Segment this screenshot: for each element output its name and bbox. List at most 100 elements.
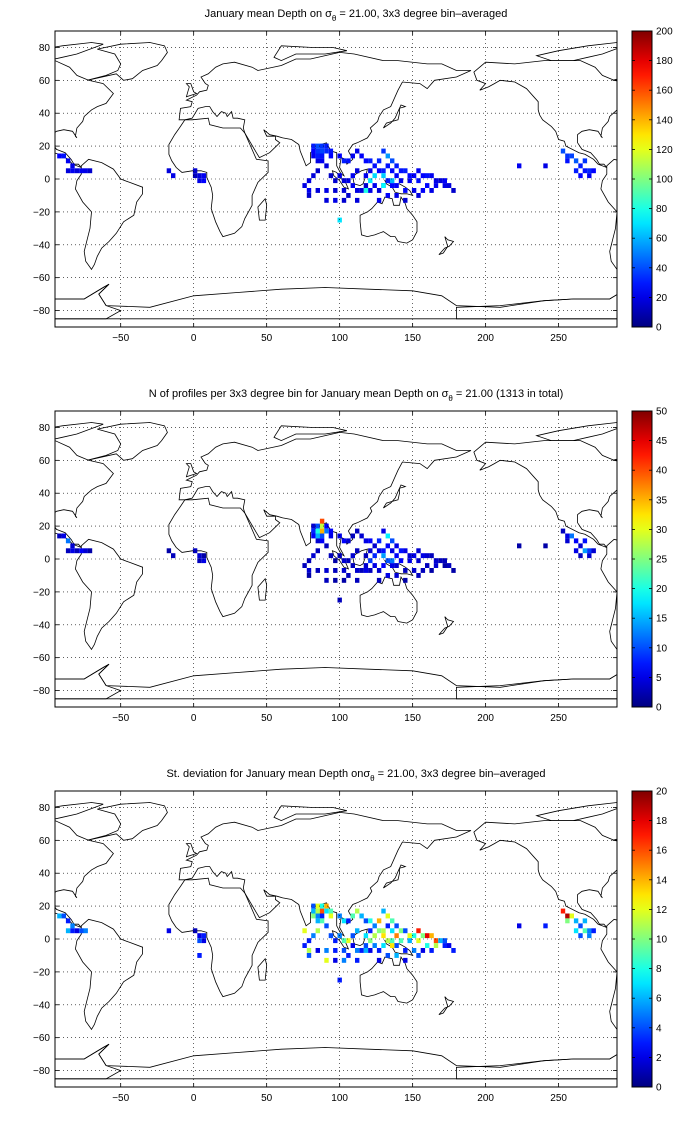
data-bin (385, 558, 390, 564)
data-bin (201, 938, 207, 944)
data-bin (433, 183, 439, 188)
data-bin (166, 168, 172, 174)
data-bin (433, 558, 439, 564)
data-bin (61, 153, 66, 159)
data-bin (425, 173, 430, 179)
data-bin (65, 538, 71, 544)
data-bin (363, 188, 369, 193)
data-bin (328, 533, 334, 539)
x-tick-label: −50 (112, 1093, 129, 1104)
data-bin (394, 183, 399, 188)
coastline (185, 463, 198, 478)
colorbar-tick-label: 20 (656, 293, 668, 304)
data-bin (376, 948, 382, 953)
data-bin (319, 523, 325, 529)
data-bin (390, 538, 395, 544)
data-bin (376, 957, 382, 963)
data-bin (355, 168, 360, 174)
data-bin (355, 957, 360, 963)
data-bin (315, 533, 320, 539)
data-bin (573, 548, 579, 554)
data-bin (517, 923, 522, 929)
x-tick-label: 50 (261, 1093, 273, 1104)
data-bin (333, 948, 338, 953)
data-bin (403, 548, 408, 554)
x-tick-label: 250 (550, 333, 567, 344)
y-tick-label: −40 (33, 240, 50, 251)
data-bin (70, 928, 75, 934)
data-bin (311, 533, 316, 539)
data-bin (74, 548, 80, 554)
data-bin (560, 908, 566, 914)
coastline (257, 197, 268, 221)
data-bin (79, 548, 84, 554)
data-bin (319, 158, 325, 164)
data-bin (381, 183, 386, 188)
data-bin (394, 193, 399, 198)
data-bin (587, 548, 592, 554)
data-bin (407, 933, 412, 939)
data-bin (385, 953, 390, 958)
data-bin (315, 158, 320, 164)
coastline (273, 425, 347, 442)
data-bin (333, 577, 338, 583)
coastline (257, 577, 268, 601)
data-bin (385, 533, 390, 539)
data-bin (543, 543, 548, 549)
data-bin (315, 538, 320, 544)
coastline (74, 158, 143, 271)
data-bin (411, 188, 417, 193)
coastline (55, 422, 104, 440)
coastline (55, 283, 617, 320)
data-bin (420, 948, 426, 953)
data-bin (328, 913, 334, 919)
coastline (535, 802, 617, 821)
y-tick-label: 0 (44, 175, 50, 186)
data-bin (372, 923, 377, 929)
data-bin (201, 173, 207, 179)
data-bin (341, 568, 347, 573)
panel-title: January mean Depth on σθ = 21.00, 3x3 de… (205, 8, 508, 23)
data-bin (433, 563, 439, 568)
data-bin (582, 168, 588, 174)
data-bin (390, 178, 395, 184)
data-bin (420, 933, 426, 939)
data-bin (582, 158, 588, 164)
data-bin (569, 533, 574, 539)
coastline (600, 158, 617, 271)
data-bin (390, 558, 395, 564)
data-bin (372, 163, 377, 169)
data-bin (324, 143, 329, 149)
coastline (168, 877, 269, 998)
data-bin (425, 943, 430, 948)
colorbar-tick-label: 15 (656, 614, 668, 625)
data-bin (302, 563, 307, 568)
data-bin (381, 148, 386, 154)
data-bin (368, 178, 373, 184)
data-bin (302, 943, 307, 948)
data-bin (355, 577, 360, 583)
data-bin (355, 948, 360, 953)
data-bin (324, 908, 329, 914)
data-bin (197, 933, 202, 939)
data-bin (306, 193, 312, 198)
data-bin (587, 928, 592, 934)
y-tick-label: −60 (33, 1033, 50, 1044)
data-bin (385, 163, 390, 169)
data-bin (306, 178, 312, 184)
data-bin (543, 923, 548, 929)
data-bin (201, 558, 207, 564)
colorbar-tick-label: 8 (656, 964, 662, 975)
y-tick-label: −80 (33, 306, 50, 317)
data-bin (368, 538, 373, 544)
data-bin (587, 553, 592, 559)
y-tick-label: −60 (33, 653, 50, 664)
data-bin (381, 563, 386, 568)
data-bin (166, 548, 172, 554)
colorbar-tick-label: 25 (656, 555, 668, 566)
x-tick-label: 200 (477, 333, 494, 344)
data-bin (355, 197, 360, 203)
data-bin (346, 573, 351, 578)
data-bin (324, 528, 329, 534)
data-bin (319, 913, 325, 919)
